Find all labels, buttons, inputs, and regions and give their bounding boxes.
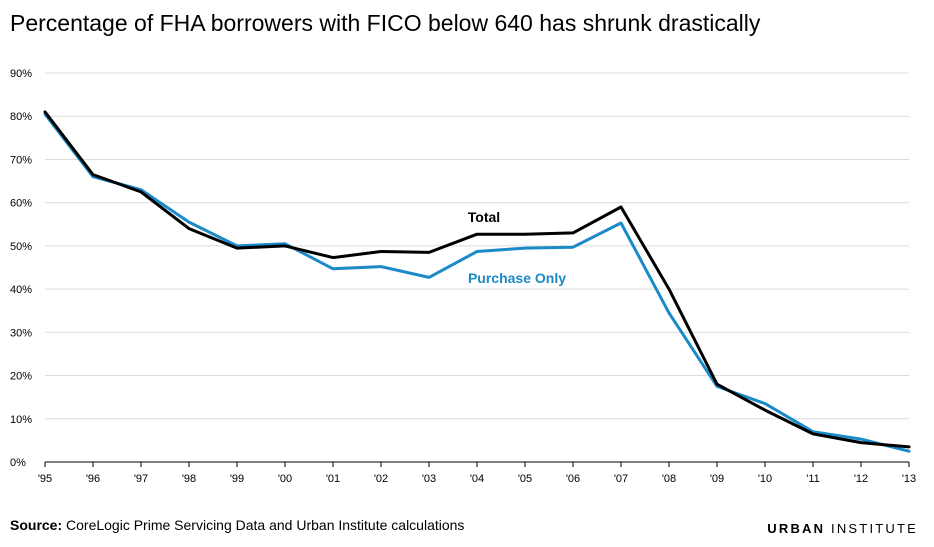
series-line-total xyxy=(43,110,911,449)
x-tick-label: '13 xyxy=(902,473,916,485)
y-tick-label: 40% xyxy=(10,284,32,296)
series-label-purchase-only: Purchase Only xyxy=(468,270,566,286)
y-tick-label: 30% xyxy=(10,327,32,339)
y-tick-label: 60% xyxy=(10,198,32,210)
x-tick-label: '04 xyxy=(470,473,484,485)
x-tick-label: '96 xyxy=(86,473,100,485)
x-tick-label: '01 xyxy=(326,473,340,485)
x-tick-label: '09 xyxy=(710,473,724,485)
series-line-purchase-only xyxy=(43,112,911,453)
y-tick-label: 50% xyxy=(10,241,32,253)
chart-title: Percentage of FHA borrowers with FICO be… xyxy=(10,10,761,36)
x-tick-label: '12 xyxy=(854,473,868,485)
gridlines xyxy=(45,72,909,463)
brand-logo: URBAN INSTITUTE xyxy=(767,521,918,536)
x-tick-label: '95 xyxy=(38,473,52,485)
source-text: CoreLogic Prime Servicing Data and Urban… xyxy=(66,517,465,533)
y-tick-label: 0% xyxy=(10,457,26,469)
x-tick-label: '05 xyxy=(518,473,532,485)
x-tick-label: '98 xyxy=(182,473,196,485)
series-lines xyxy=(43,110,911,453)
x-tick-label: '03 xyxy=(422,473,436,485)
y-tick-label: 80% xyxy=(10,111,32,123)
x-axis-ticks: '95 '96 '97 '98 '99 '00 '01 '02 '03 '04 '05 '06 '07 '… xyxy=(38,462,916,485)
source-label: Source: xyxy=(10,517,63,533)
x-tick-label: '10 xyxy=(758,473,772,485)
y-tick-label: 10% xyxy=(10,414,32,426)
series-labels: Total Purchase Only xyxy=(468,209,566,286)
brand-part-1: URBAN xyxy=(767,521,826,536)
source-note: Source: CoreLogic Prime Servicing Data a… xyxy=(10,517,464,533)
series-label-total: Total xyxy=(468,209,500,225)
x-tick-label: '08 xyxy=(662,473,676,485)
x-tick-label: '07 xyxy=(614,473,628,485)
brand-part-2: INSTITUTE xyxy=(831,521,918,536)
y-tick-label: 90% xyxy=(10,68,32,80)
x-tick-label: '02 xyxy=(374,473,388,485)
y-tick-label: 70% xyxy=(10,154,32,166)
x-tick-label: '97 xyxy=(134,473,148,485)
x-tick-label: '11 xyxy=(806,473,820,485)
y-tick-label: 20% xyxy=(10,371,32,383)
y-axis-ticks: 0% 10% 20% 30% 40% 50% 60% 70% 80% 90% xyxy=(10,68,32,469)
x-tick-label: '99 xyxy=(230,473,244,485)
x-tick-label: '06 xyxy=(566,473,580,485)
x-tick-label: '00 xyxy=(278,473,292,485)
